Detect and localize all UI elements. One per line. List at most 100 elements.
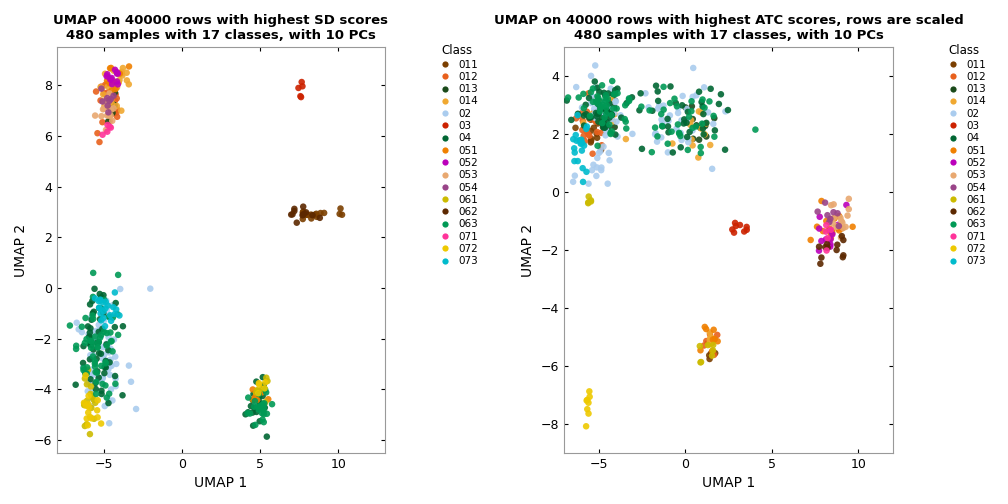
Point bbox=[682, 121, 699, 129]
Point bbox=[109, 78, 125, 86]
Point bbox=[240, 408, 256, 416]
Point bbox=[813, 237, 830, 245]
Point bbox=[283, 211, 299, 219]
Point bbox=[109, 108, 125, 116]
Point bbox=[308, 213, 325, 221]
Point bbox=[600, 179, 616, 187]
Point bbox=[94, 84, 110, 92]
Point bbox=[69, 342, 85, 350]
Point bbox=[707, 114, 723, 122]
Point bbox=[670, 120, 686, 129]
Point bbox=[92, 304, 108, 312]
Point bbox=[566, 172, 583, 180]
Point bbox=[590, 119, 606, 128]
Point bbox=[82, 300, 98, 308]
Point bbox=[576, 119, 592, 127]
Point bbox=[601, 149, 617, 157]
Point bbox=[94, 293, 110, 301]
Point bbox=[649, 87, 665, 95]
Point bbox=[717, 146, 733, 154]
Point bbox=[109, 102, 125, 110]
Point bbox=[99, 72, 115, 80]
Point bbox=[99, 394, 115, 402]
Point bbox=[606, 103, 622, 111]
Point bbox=[99, 307, 115, 316]
Point bbox=[595, 123, 611, 131]
Point bbox=[332, 210, 348, 218]
Point bbox=[100, 301, 116, 309]
Point bbox=[99, 96, 115, 104]
Point bbox=[702, 97, 718, 105]
Point bbox=[581, 410, 597, 418]
Point bbox=[624, 130, 640, 138]
Point bbox=[85, 371, 101, 379]
Point bbox=[114, 72, 130, 80]
Point bbox=[704, 334, 720, 342]
Point bbox=[93, 296, 109, 304]
Point bbox=[579, 125, 595, 133]
Point bbox=[93, 419, 109, 427]
Point bbox=[708, 349, 724, 357]
Point bbox=[607, 86, 623, 94]
Point bbox=[580, 405, 596, 413]
Point bbox=[86, 337, 102, 345]
Point bbox=[81, 333, 97, 341]
Point bbox=[699, 337, 715, 345]
Point bbox=[102, 117, 118, 125]
Point bbox=[299, 211, 316, 219]
Point bbox=[106, 336, 122, 344]
Point bbox=[115, 391, 131, 399]
Point bbox=[606, 90, 622, 98]
Point bbox=[826, 214, 842, 222]
Point bbox=[96, 105, 112, 113]
Point bbox=[295, 203, 311, 211]
Point bbox=[109, 94, 125, 102]
Point bbox=[87, 360, 103, 368]
Point bbox=[695, 95, 711, 103]
Point bbox=[690, 107, 707, 115]
Point bbox=[260, 395, 276, 403]
Point bbox=[574, 147, 590, 155]
Point bbox=[694, 124, 710, 133]
Point bbox=[79, 363, 95, 371]
Point bbox=[634, 145, 650, 153]
Point bbox=[102, 312, 118, 321]
Point bbox=[95, 90, 111, 98]
Point bbox=[601, 101, 617, 109]
Point bbox=[100, 121, 116, 129]
Point bbox=[98, 358, 114, 366]
Point bbox=[606, 109, 622, 117]
Point bbox=[85, 351, 101, 359]
Point bbox=[588, 98, 604, 106]
Point bbox=[88, 379, 104, 387]
Point bbox=[95, 325, 111, 333]
Point bbox=[593, 146, 609, 154]
Point bbox=[664, 148, 680, 156]
Point bbox=[71, 325, 87, 333]
Point bbox=[575, 126, 591, 134]
Point bbox=[576, 111, 592, 119]
Point bbox=[579, 128, 595, 136]
Point bbox=[621, 97, 637, 105]
Point bbox=[109, 83, 125, 91]
Point bbox=[312, 209, 329, 217]
Point bbox=[286, 207, 302, 215]
Point bbox=[90, 129, 106, 137]
Point bbox=[83, 337, 99, 345]
Point bbox=[102, 122, 118, 131]
Point bbox=[119, 77, 135, 85]
Point bbox=[106, 92, 122, 100]
Point bbox=[578, 110, 594, 118]
Point bbox=[94, 112, 110, 120]
Point bbox=[621, 95, 637, 103]
Point bbox=[633, 103, 649, 111]
Point bbox=[836, 236, 852, 244]
Point bbox=[574, 136, 590, 144]
Point bbox=[109, 70, 125, 78]
Point bbox=[86, 345, 102, 353]
Point bbox=[654, 119, 670, 128]
Point bbox=[250, 403, 266, 411]
Point bbox=[681, 113, 698, 121]
Point bbox=[98, 357, 114, 365]
Point bbox=[679, 116, 696, 124]
